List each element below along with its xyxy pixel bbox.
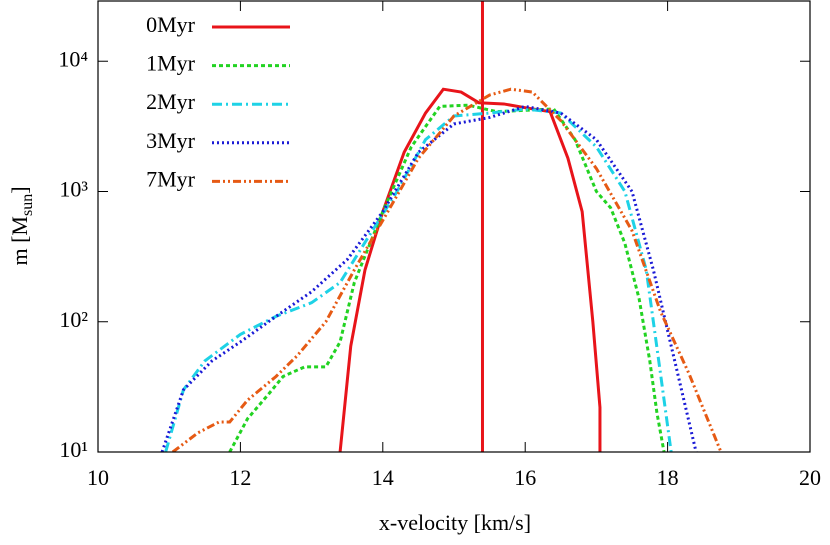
x-axis-label: x-velocity [km/s] [379, 510, 531, 535]
x-tick-label: 18 [657, 465, 679, 490]
legend-label: 2Myr [146, 89, 196, 114]
series-line [228, 103, 666, 452]
x-tick-label: 16 [514, 465, 536, 490]
y-label-part: ] [7, 186, 32, 193]
legend-label: 1Myr [146, 51, 196, 76]
series-line [160, 104, 698, 452]
y-tick-label: 10⁴ [58, 46, 88, 71]
y-label-sub: sun [19, 194, 36, 216]
series-line [338, 87, 602, 452]
y-tick-label: 10² [59, 307, 88, 332]
y-tick-label: 10³ [59, 177, 88, 202]
x-tick-label: 14 [372, 465, 394, 490]
legend-label: 3Myr [146, 128, 196, 153]
plot-frame [97, 0, 811, 453]
y-tick-label: 10¹ [59, 437, 88, 462]
legend-label: 0Myr [146, 12, 196, 37]
y-axis-label: m [Msun] [7, 186, 36, 265]
plot-area [160, 1, 723, 452]
series-line [171, 87, 723, 452]
x-tick-label: 10 [87, 465, 109, 490]
x-tick-label: 20 [799, 465, 821, 490]
y-label-part: m [M [7, 216, 32, 266]
legend-label: 7Myr [146, 166, 196, 191]
series-line [164, 107, 673, 452]
x-tick-label: 12 [229, 465, 251, 490]
